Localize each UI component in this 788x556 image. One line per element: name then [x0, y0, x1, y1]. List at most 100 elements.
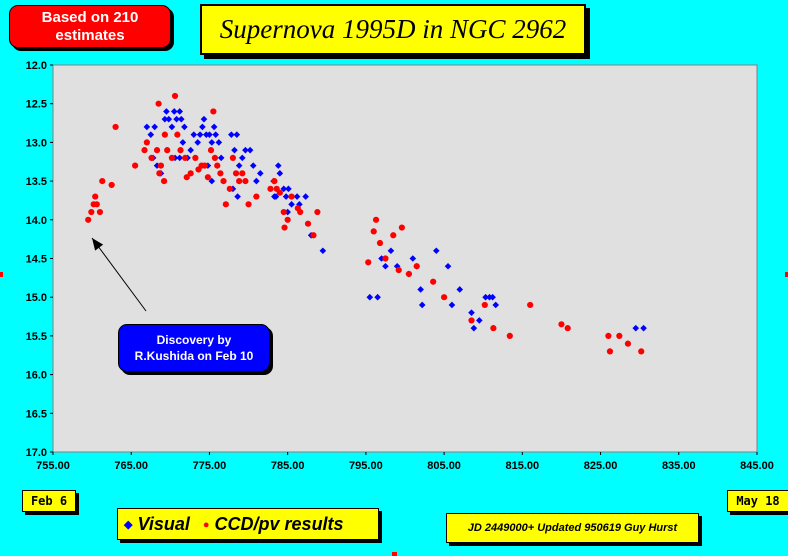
ccd-point [405, 270, 413, 278]
ccd-point [441, 294, 448, 301]
visual-point [206, 131, 213, 138]
visual-point [208, 177, 216, 185]
x-tick-label: 795.00 [349, 460, 383, 472]
plot-area [52, 64, 758, 453]
x-tick-label: 785.00 [271, 460, 305, 472]
visual-point [179, 139, 187, 146]
ccd-point [314, 208, 321, 216]
ccd-point [88, 208, 95, 216]
x-tick-label: 775.00 [193, 460, 227, 472]
visual-point [181, 123, 188, 131]
visual-point [147, 131, 155, 138]
visual-point [418, 301, 426, 309]
visual-point [163, 108, 170, 115]
visual-point [256, 170, 264, 177]
visual-point [233, 131, 241, 138]
ccd-point [153, 147, 161, 154]
legend-visual-label: Visual [137, 514, 190, 534]
ccd-point [217, 170, 224, 177]
y-tick-label: 16.5 [26, 408, 47, 420]
visual-point [302, 193, 309, 200]
ccd-point [624, 340, 632, 347]
ccd-point [376, 239, 384, 247]
visual-point [242, 146, 249, 154]
visual-point [476, 317, 483, 324]
ccd-point [304, 220, 312, 227]
ccd-point [606, 348, 614, 355]
visual-point [468, 309, 475, 316]
visual-point [171, 154, 179, 162]
visual-point [282, 193, 290, 200]
end-date-label: May 18 [727, 490, 788, 512]
ccd-point [239, 170, 246, 177]
ccd-point [288, 193, 295, 200]
ccd-point [201, 162, 208, 169]
visual-point [366, 293, 374, 301]
x-tick-label: 755.00 [36, 460, 70, 472]
ccd-point [156, 170, 163, 177]
visual-point [196, 131, 204, 138]
ccd-point [242, 178, 249, 185]
visual-point [432, 247, 440, 255]
start-date-label: Feb 6 [22, 490, 76, 512]
discovery-callout-line2: R.Kushida on Feb 10 [134, 349, 254, 363]
estimate-count-line2: estimates [55, 27, 125, 44]
ccd-point [229, 154, 237, 161]
ccd-point [490, 325, 497, 332]
visual-point [276, 170, 284, 177]
ccd-point [506, 332, 513, 339]
x-tick-label: 845.00 [740, 460, 774, 472]
ccd-point [271, 178, 278, 185]
y-tick-label: 13.0 [26, 137, 47, 149]
x-tick-label: 805.00 [427, 460, 461, 472]
ccd-point [161, 131, 168, 138]
visual-point [417, 286, 424, 293]
visual-point [249, 162, 257, 169]
visual-point [177, 115, 185, 123]
ccd-point [211, 154, 219, 161]
y-tick-label: 12.0 [26, 60, 47, 72]
ccd-point [96, 208, 104, 216]
visual-point [187, 146, 194, 154]
ccd-point [281, 224, 288, 231]
ccd-point [616, 332, 623, 339]
visual-point [231, 146, 238, 154]
ccd-point [481, 301, 488, 309]
visual-point [199, 123, 206, 131]
visual-point [168, 123, 176, 131]
ccd-point [174, 131, 181, 138]
ccd-point [177, 147, 184, 154]
ccd-point [132, 162, 139, 169]
visual-point [190, 131, 198, 138]
ccd-point [164, 147, 171, 154]
ccd-point [638, 348, 645, 355]
visual-point [378, 255, 385, 262]
discovery-callout-line1: Discovery by [156, 333, 232, 347]
visual-point [632, 324, 640, 332]
visual-point [640, 324, 647, 332]
visual-point [409, 255, 417, 262]
visual-point [271, 193, 278, 200]
ccd-point [157, 162, 165, 169]
discovery-arrow-head [92, 238, 104, 251]
discovery-callout: Discovery by R.Kushida on Feb 10 [118, 324, 270, 372]
ccd-point [112, 123, 119, 131]
estimate-count-badge: Based on 210 estimates [9, 5, 171, 48]
visual-point [200, 115, 208, 123]
y-tick-label: 17.0 [26, 447, 47, 459]
credit-note: JD 2449000+ Updated 950619 Guy Hurst [446, 513, 699, 543]
visual-point [253, 177, 260, 185]
visual-point [204, 162, 212, 169]
visual-point [210, 123, 218, 131]
ccd-point [558, 321, 565, 328]
ccd-point [382, 255, 389, 262]
visual-point [274, 162, 282, 169]
y-tick-label: 14.5 [26, 254, 47, 266]
x-tick-label: 815.00 [506, 460, 540, 472]
visual-point [319, 247, 327, 255]
ccd-point [280, 208, 287, 216]
visual-point [382, 262, 389, 270]
visual-point [173, 115, 180, 123]
bottom-edge-marker [392, 552, 397, 556]
ccd-point [143, 139, 150, 146]
